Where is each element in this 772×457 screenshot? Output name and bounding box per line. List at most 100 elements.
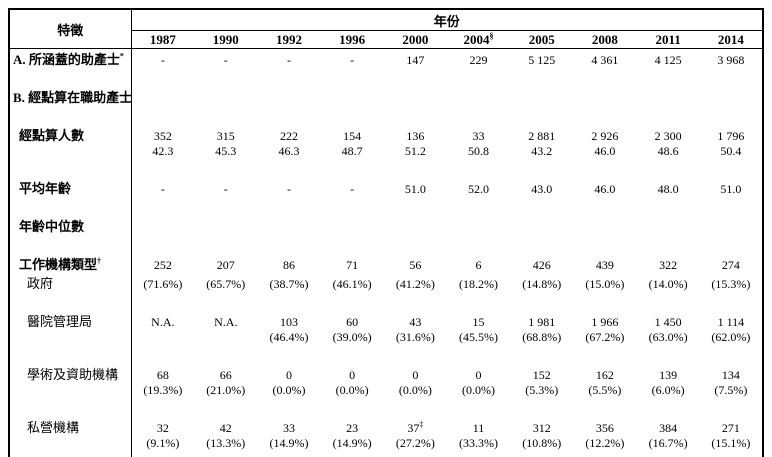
spacer-cell [131, 451, 763, 457]
year-column-header: 1992 [257, 30, 321, 49]
table-cell [573, 87, 636, 106]
spacer-cell [131, 68, 763, 87]
table-cell: (12.2%) [585, 436, 625, 450]
row-label [9, 330, 132, 345]
spacer-cell [131, 345, 763, 364]
spacer-cell [131, 106, 763, 125]
row-label: 年齡中位數 [9, 216, 132, 235]
table-cell: 4 125 [654, 53, 682, 67]
spacer-cell [9, 235, 132, 254]
year-column-header: 2008 [573, 30, 637, 49]
table-cell: (18.2%) [459, 277, 499, 291]
table-cell: (5.5%) [588, 383, 622, 397]
table-cell [510, 216, 573, 235]
table-cell: 384 [659, 421, 678, 435]
table-cell: (0.0%) [272, 383, 306, 397]
table-cell: 3 968 [717, 53, 745, 67]
table-row: 私營機構 32 42 33 23 37‡ 11 312 356 384 271 [9, 417, 763, 436]
table-cell: (16.7%) [648, 436, 688, 450]
table-cell: 136 [406, 129, 425, 143]
table-cell: 23 [346, 421, 359, 435]
table-row: 平均年齡 - - - - 51.0 52.0 43.0 46.0 48.0 51.0 [9, 178, 763, 197]
table-cell [194, 87, 257, 106]
table-cell: - [350, 53, 355, 67]
spacer-cell [9, 68, 132, 87]
table-cell: 43 [409, 315, 422, 329]
table-cell [384, 216, 447, 235]
year-group-header: 年份 [131, 9, 763, 31]
table-cell: 0 [349, 368, 356, 382]
table-cell [700, 87, 763, 106]
table-cell: 1 114 [717, 315, 745, 329]
table-cell [321, 216, 384, 235]
year-column-header: 1987 [131, 30, 195, 49]
table-cell: 222 [279, 129, 298, 143]
table-cell: - [286, 182, 291, 196]
table-cell: (9.1%) [146, 436, 180, 450]
table-cell: (14.0%) [648, 277, 688, 291]
table-cell: N.A. [214, 315, 238, 329]
table-cell: (63.0%) [648, 330, 688, 344]
table-cell: (0.0%) [335, 383, 369, 397]
spacer-cell [9, 398, 132, 417]
table-cell: 2 926 [591, 129, 619, 143]
table-cell [257, 216, 320, 235]
table-cell: (46.4%) [269, 330, 309, 344]
table-cell: 51.0 [404, 182, 426, 196]
table-cell: 274 [721, 258, 740, 272]
table-row: B. 經點算在職助產士 [9, 87, 763, 106]
spacer-cell [131, 159, 763, 178]
characteristics-header: 特徵 [9, 9, 132, 49]
table-cell: 154 [343, 129, 362, 143]
table-cell: (45.5%) [459, 330, 499, 344]
table-cell: 42 [219, 421, 232, 435]
table-cell: (15.3%) [711, 277, 751, 291]
table-cell: 2 881 [528, 129, 556, 143]
spacer-cell [131, 235, 763, 254]
table-cell: 1 966 [591, 315, 619, 329]
table-cell: 162 [595, 368, 614, 382]
table-cell: (27.2%) [395, 436, 435, 450]
table-cell: 48.0 [657, 182, 679, 196]
table-cell: (21.0%) [206, 383, 246, 397]
table-cell: - [160, 53, 165, 67]
table-cell [573, 216, 636, 235]
table-cell: 252 [153, 258, 172, 272]
table-cell: (62.0%) [711, 330, 751, 344]
table-cell: 352 [153, 129, 172, 143]
table-cell: 52.0 [468, 182, 490, 196]
table-cell [194, 330, 257, 345]
table-cell: (19.3%) [143, 383, 183, 397]
table-cell: (5.3%) [525, 383, 559, 397]
table-cell: (38.7%) [269, 277, 309, 291]
table-cell [131, 216, 194, 235]
table-cell: (31.6%) [395, 330, 435, 344]
spacer-row [9, 159, 763, 178]
year-column-header: 2000 [383, 30, 447, 49]
table-cell: 66 [219, 368, 232, 382]
table-cell [447, 216, 510, 235]
table-cell: 271 [721, 421, 740, 435]
row-label: A. 所涵蓋的助產士* [9, 48, 132, 68]
row-label: 私營機構 [9, 417, 132, 436]
table-cell: 56 [409, 258, 422, 272]
table-cell: (65.7%) [206, 277, 246, 291]
table-cell [131, 330, 194, 345]
table-cell: 0 [475, 368, 482, 382]
header-row-top: 特徵 年份 [9, 9, 763, 49]
table-cell [131, 87, 194, 106]
table-cell: 4 361 [591, 53, 619, 67]
table-cell: (71.6%) [143, 277, 183, 291]
table-row: 42.3 45.3 46.3 48.7 51.2 50.8 43.2 46.0 48.6 50.4 [9, 144, 763, 159]
table-cell: 147 [406, 53, 425, 67]
table-cell: 6 [475, 258, 482, 272]
table-row: 工作機構類型† 252 207 86 71 56 6 426 439 322 274 [9, 254, 763, 273]
spacer-row [9, 398, 763, 417]
table-cell: (41.2%) [395, 277, 435, 291]
spacer-cell [9, 345, 132, 364]
table-cell: 51.0 [720, 182, 742, 196]
table-cell: 229 [469, 53, 488, 67]
table-row: (46.4%) (39.0%) (31.6%) (45.5%) (68.8%) (67.2… [9, 330, 763, 345]
midwives-statistics-table: 特徵 年份 1987 1990 1992 1996 2000 2004§ 2005 2008 2… [8, 8, 764, 457]
